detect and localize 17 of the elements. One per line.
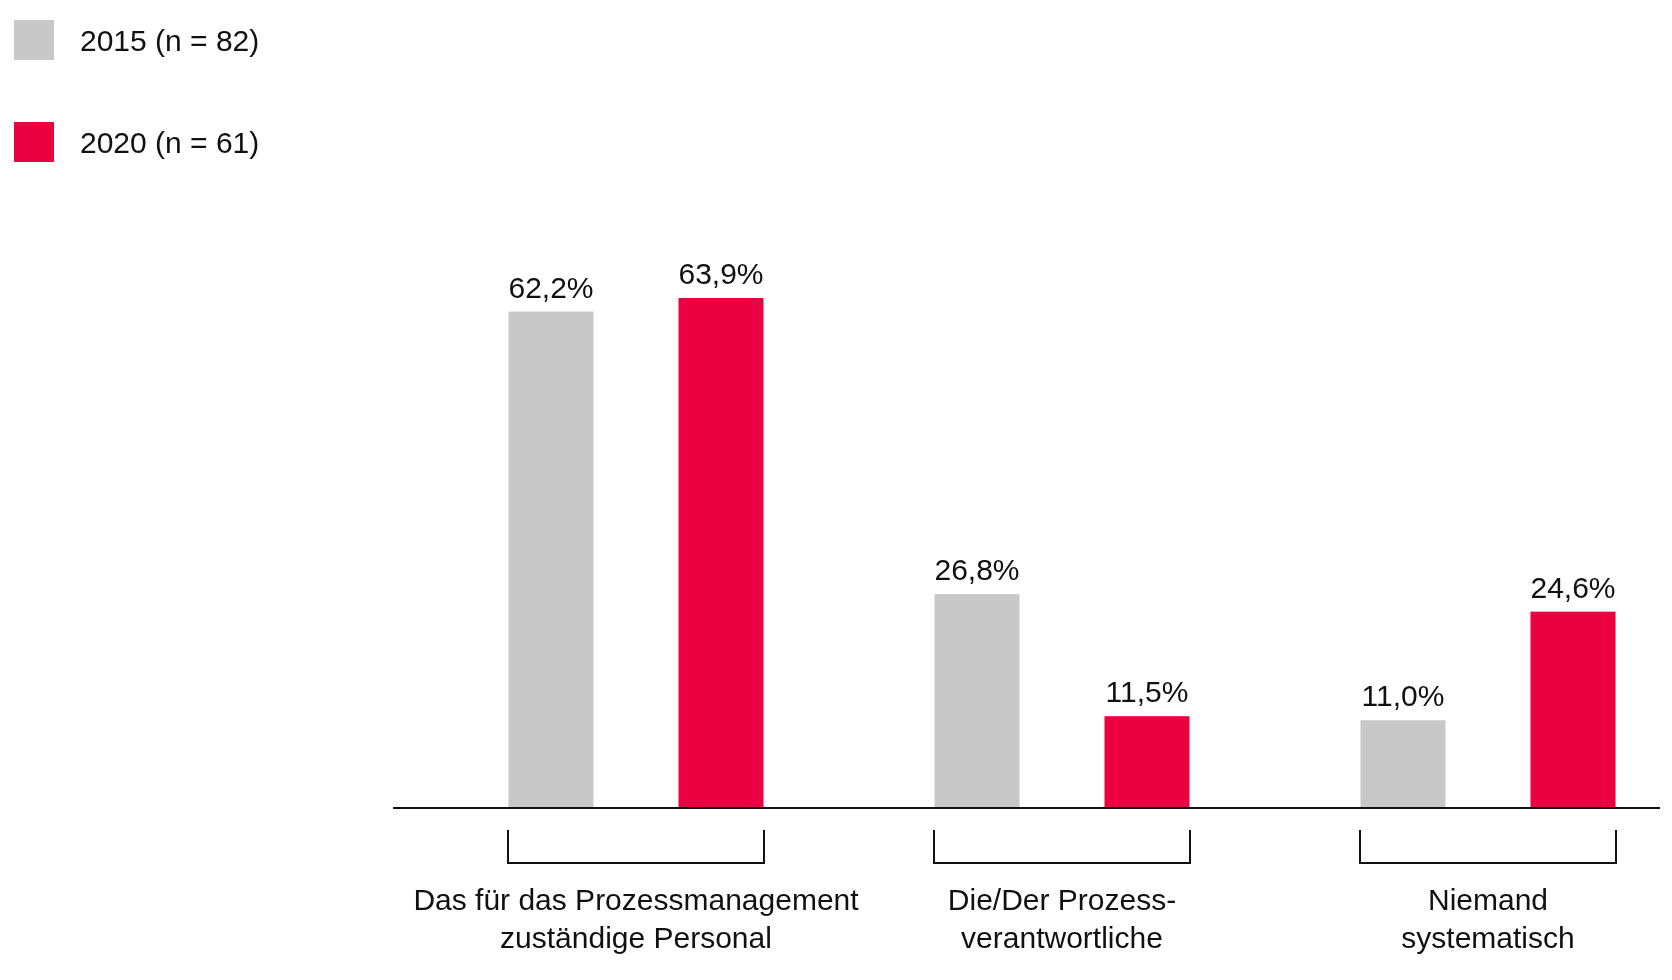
bar [1360,720,1446,808]
data-label: 24,6% [1530,570,1616,604]
data-label: 62,2% [508,270,594,304]
legend-label: 2015 (n = 82) [80,24,260,57]
x-tick-label: Das für das Prozessmanagement zuständige Personal [413,883,860,954]
data-label: 11,0% [1361,679,1445,713]
bar [678,298,764,808]
bar [1104,716,1190,808]
bar [508,311,594,808]
bar [934,594,1020,808]
bar [1530,611,1616,808]
legend-label: 2020 (n = 61) [80,126,260,159]
x-tick-label: Niemand systematisch [1401,883,1575,954]
data-label: 26,8% [934,553,1020,587]
data-label: 11,5% [1105,675,1189,709]
data-label: 63,9% [678,257,764,290]
x-tick-label: Die/Der Prozess- verantwortliche [947,883,1177,954]
